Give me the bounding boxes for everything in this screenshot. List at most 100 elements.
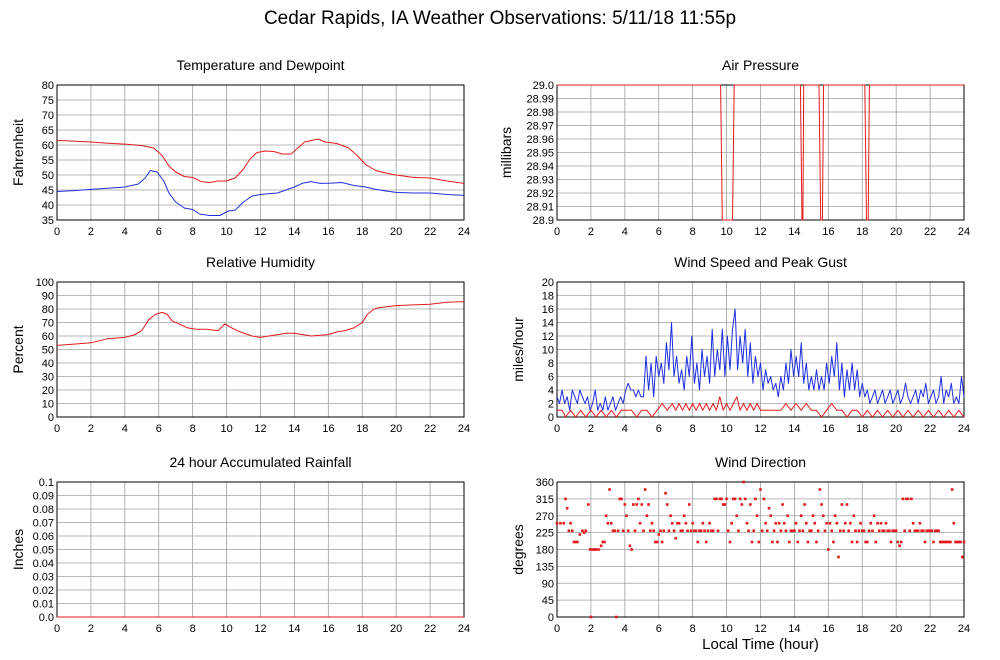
data-point bbox=[711, 529, 715, 533]
y-tick-label: 100 bbox=[36, 277, 54, 289]
data-point bbox=[884, 521, 888, 525]
data-point bbox=[645, 514, 649, 518]
y-tick-label: 28.97 bbox=[526, 121, 554, 133]
data-point bbox=[859, 521, 862, 525]
series-line-red bbox=[557, 84, 964, 221]
x-tick-label: 4 bbox=[122, 423, 128, 435]
data-point bbox=[922, 529, 925, 533]
y-tick-label: 0.0 bbox=[39, 612, 54, 624]
data-point bbox=[788, 540, 791, 544]
data-point bbox=[891, 529, 895, 533]
data-point bbox=[871, 529, 874, 533]
x-tick-label: 16 bbox=[322, 226, 334, 238]
y-tick-label: 0.02 bbox=[33, 585, 54, 597]
y-tick-label: 270 bbox=[536, 511, 554, 523]
x-tick-label: 8 bbox=[190, 226, 196, 238]
x-tick-label: 8 bbox=[190, 423, 196, 435]
data-point bbox=[849, 521, 852, 525]
data-point bbox=[757, 540, 761, 544]
data-point bbox=[720, 497, 723, 501]
series-group bbox=[56, 138, 465, 216]
chart-title: Wind Direction bbox=[715, 454, 806, 470]
grid bbox=[556, 481, 965, 618]
y-tick-label: 55 bbox=[42, 155, 54, 167]
y-tick-label: 29.0 bbox=[533, 80, 554, 92]
x-tick-label: 18 bbox=[356, 423, 368, 435]
data-point bbox=[767, 506, 771, 510]
data-point bbox=[633, 529, 637, 533]
x-tick-label: 0 bbox=[54, 423, 60, 435]
data-point bbox=[659, 529, 662, 533]
chart-title: Air Pressure bbox=[722, 57, 799, 73]
data-point bbox=[928, 529, 932, 533]
y-tick-label: 0.06 bbox=[33, 531, 54, 543]
data-point bbox=[915, 529, 918, 533]
x-tick-label: 8 bbox=[190, 623, 196, 635]
x-tick-label: 16 bbox=[822, 623, 834, 635]
y-tick-label: 360 bbox=[536, 477, 554, 489]
y-tick-label: 80 bbox=[42, 80, 54, 92]
x-tick-label: 6 bbox=[656, 423, 662, 435]
y-tick-label: 2 bbox=[548, 399, 554, 411]
data-point bbox=[835, 521, 839, 525]
data-point bbox=[815, 540, 818, 544]
y-tick-label: 0 bbox=[548, 612, 554, 624]
data-point bbox=[582, 531, 586, 534]
data-point bbox=[923, 540, 927, 544]
x-tick-label: 24 bbox=[458, 623, 470, 635]
y-tick-label: 28.95 bbox=[526, 148, 554, 160]
data-point bbox=[925, 529, 928, 533]
data-point bbox=[626, 529, 630, 533]
data-point bbox=[850, 540, 854, 544]
plot-frame bbox=[556, 481, 965, 618]
data-point bbox=[810, 529, 813, 533]
data-point bbox=[944, 540, 947, 544]
x-tick-label: 22 bbox=[924, 226, 936, 238]
data-point bbox=[899, 540, 903, 544]
series-line-red bbox=[56, 138, 465, 184]
x-tick-label: 4 bbox=[122, 226, 128, 238]
x-tick-label: 6 bbox=[156, 623, 162, 635]
x-tick-label: 10 bbox=[220, 423, 232, 435]
x-tick-label: 2 bbox=[88, 423, 94, 435]
x-tick-label: 18 bbox=[356, 623, 368, 635]
x-tick-label: 20 bbox=[390, 423, 402, 435]
data-point bbox=[799, 514, 803, 518]
data-point bbox=[733, 497, 737, 501]
data-point bbox=[730, 521, 733, 525]
data-point bbox=[704, 540, 708, 544]
data-point bbox=[918, 521, 922, 525]
x-tick-label: 10 bbox=[720, 423, 732, 435]
data-point bbox=[703, 529, 706, 533]
data-point bbox=[621, 529, 625, 533]
x-tick-label: 0 bbox=[54, 623, 60, 635]
page-title: Cedar Rapids, IA Weather Observations: 5… bbox=[263, 8, 737, 29]
y-tick-label: 0.04 bbox=[33, 558, 54, 570]
data-point bbox=[794, 521, 798, 525]
series-group bbox=[56, 301, 465, 346]
data-point bbox=[905, 497, 908, 501]
data-point bbox=[959, 540, 962, 544]
y-tick-label: 4 bbox=[548, 385, 554, 397]
data-point bbox=[896, 540, 900, 544]
data-point bbox=[935, 529, 939, 533]
y-axis-label: Percent bbox=[10, 325, 26, 373]
data-point bbox=[866, 540, 869, 544]
data-point bbox=[796, 540, 800, 544]
x-tick-label: 22 bbox=[924, 623, 936, 635]
data-point bbox=[901, 497, 905, 501]
x-tick-label: 22 bbox=[424, 623, 436, 635]
chart-title: Temperature and Dewpoint bbox=[176, 57, 344, 73]
series-line-blue bbox=[56, 170, 465, 216]
data-point bbox=[667, 529, 671, 533]
data-point bbox=[694, 529, 698, 533]
y-tick-label: 6 bbox=[548, 372, 554, 384]
x-tick-label: 24 bbox=[458, 423, 470, 435]
x-tick-label: 16 bbox=[822, 226, 834, 238]
y-tick-label: 0.08 bbox=[33, 504, 54, 516]
x-tick-label: 0 bbox=[554, 623, 560, 635]
data-point bbox=[623, 503, 627, 506]
y-axis-label: miles/hour bbox=[510, 317, 526, 382]
data-point bbox=[643, 488, 647, 491]
